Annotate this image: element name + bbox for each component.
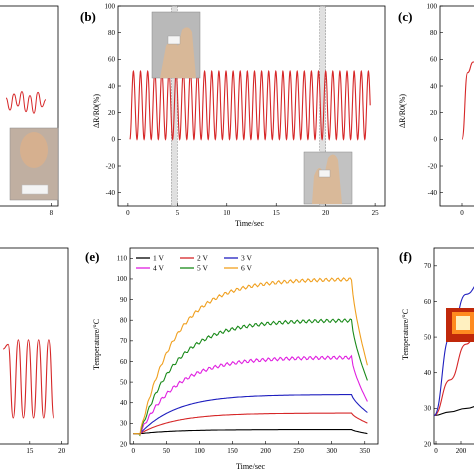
panel-b-xtick-label: 20 <box>322 209 330 217</box>
panel-e-xtick-label: 250 <box>293 447 304 455</box>
panel-b-ytick-label: 80 <box>108 29 116 37</box>
panel-e-ytick-label: 80 <box>120 317 128 325</box>
panel-d: 15 20 <box>0 247 69 455</box>
panel-e-legend-label: 1 V <box>153 254 164 263</box>
panel-b-xtick-label: 15 <box>273 209 281 217</box>
panel-b-ytick-label: 100 <box>105 2 116 10</box>
panel-c-ytick-label: -40 <box>428 189 438 197</box>
panel-e-xtick-label: 0 <box>132 447 136 455</box>
panel-c-ytick-label: 40 <box>430 82 438 90</box>
panel-e-ytick-label: 70 <box>120 337 128 345</box>
finger-straight-photo <box>303 151 353 205</box>
panel-f-series-line <box>433 406 474 417</box>
panel-c-ytick-label: 100 <box>427 2 438 10</box>
panel-b-ytick-label: -40 <box>106 189 116 197</box>
panel-f-ytick-label: 60 <box>424 298 432 306</box>
panel-f-ytick-label: 70 <box>424 262 432 270</box>
panel-e-ytick-label: 110 <box>117 255 128 263</box>
panel-f-series-line <box>433 330 474 417</box>
panel-b-xtick-label: 5 <box>176 209 180 217</box>
wrist-photo <box>9 127 59 201</box>
panel-e-ytick-label: 40 <box>120 399 128 407</box>
panel-e-legend-label: 3 V <box>241 254 252 263</box>
panel-e-series-line <box>133 394 368 435</box>
panel-e-ytick-label: 100 <box>117 275 128 283</box>
panel-b-shaded-region <box>319 5 326 207</box>
panel-c-ylabel: ΔR/R0(%) <box>398 94 407 128</box>
panel-f-ytick-label: 30 <box>424 405 432 413</box>
panel-b-frame <box>117 5 386 207</box>
panel-f-frame <box>433 247 474 445</box>
panel-b-xtick-label: 0 <box>126 209 130 217</box>
panel-f-ytick-label: 20 <box>424 440 432 448</box>
finger-bent-photo <box>151 11 201 79</box>
panel-b-label: (b) <box>80 9 96 24</box>
panel-a-series-line <box>5 91 47 114</box>
panel-e-ytick-label: 20 <box>120 440 128 448</box>
panel-f-xtick-label: 0 <box>434 447 438 455</box>
thermal-image <box>446 308 474 342</box>
panel-e: (e) 20 30 40 50 60 70 80 90 100 110 0 50 100 150 200 2… <box>85 247 379 471</box>
panel-b-ylabel: ΔR/R0(%) <box>92 94 101 128</box>
panel-e-legend-label: 2 V <box>197 254 208 263</box>
panel-e-xtick-label: 100 <box>194 447 205 455</box>
panel-e-ytick-label: 50 <box>120 378 128 386</box>
panel-f-ytick-label: 50 <box>424 333 432 341</box>
panel-b-ytick-label: 60 <box>108 56 116 64</box>
panel-e-ytick-label: 90 <box>120 296 128 304</box>
panel-d-frame <box>0 247 69 445</box>
panel-e-xtick-label: 350 <box>360 447 371 455</box>
panel-d-xtick-label: 20 <box>58 447 66 455</box>
panel-b-ytick-label: 0 <box>112 136 116 144</box>
panel-a-xtick-label: 8 <box>50 209 54 217</box>
panel-c-ytick-label: -20 <box>428 162 438 170</box>
panel-c-frame <box>439 5 474 207</box>
panel-e-series-line <box>133 318 368 437</box>
panel-e-legend-label: 4 V <box>153 264 164 273</box>
panel-c-ytick-label: 80 <box>430 29 438 37</box>
panel-e-xtick-label: 150 <box>227 447 238 455</box>
panel-b-xtick-label: 10 <box>223 209 231 217</box>
panel-b-xlabel: Time/sec <box>235 219 264 228</box>
panel-e-ytick-label: 60 <box>120 358 128 366</box>
panel-e-series-line <box>133 277 368 436</box>
panel-e-ytick-label: 30 <box>120 420 128 428</box>
panel-b-ytick-label: 40 <box>108 82 116 90</box>
panel-e-xlabel: Time/sec <box>236 462 265 471</box>
panel-e-ylabel: Temperature/°C <box>92 319 101 370</box>
panel-e-series-line <box>133 429 368 435</box>
panel-e-xtick-label: 50 <box>163 447 171 455</box>
panel-b-ytick-label: 20 <box>108 109 116 117</box>
panel-e-xtick-label: 300 <box>326 447 337 455</box>
panel-c-series-line <box>461 61 474 140</box>
panel-e-xtick-label: 200 <box>260 447 271 455</box>
panel-e-legend-label: 5 V <box>197 264 208 273</box>
panel-f-label: (f) <box>399 249 412 264</box>
panel-c-ytick-label: 20 <box>430 109 438 117</box>
panel-c-ytick-label: 0 <box>434 136 438 144</box>
panel-f-ylabel: Temperature/°C <box>401 309 410 360</box>
panel-e-legend-label: 6 V <box>241 264 252 273</box>
panel-b-ytick-label: -20 <box>106 162 116 170</box>
panel-e-series-line <box>133 412 368 435</box>
panel-d-series-line <box>2 339 55 419</box>
panel-f-ytick-label: 40 <box>424 369 432 377</box>
panel-f-series-line <box>433 286 474 417</box>
panel-f: (f) 20 30 40 50 60 70 0 200 Temperature/°C <box>399 247 474 455</box>
panel-d-xtick-label: 15 <box>26 447 34 455</box>
panel-e-series-line <box>133 354 368 436</box>
panel-c-xtick-label: 0 <box>460 209 464 217</box>
panel-e-frame <box>129 247 379 445</box>
panel-a: 8 <box>0 5 59 217</box>
panel-c-label: (c) <box>398 9 412 24</box>
panel-b-series-line <box>129 69 371 141</box>
panel-c: (c) -40 -20 0 20 40 60 80 100 0 ΔR/R0(%) <box>398 2 474 217</box>
panel-c-ytick-label: 60 <box>430 56 438 64</box>
panel-f-xtick-label: 200 <box>456 447 467 455</box>
panel-e-label: (e) <box>85 249 99 264</box>
panel-a-frame <box>0 5 59 207</box>
panel-b: (b) -40 -20 0 20 40 60 80 100 0 5 10 15 20 25 ΔR/R0(… <box>80 2 386 228</box>
panel-b-xtick-label: 25 <box>372 209 380 217</box>
